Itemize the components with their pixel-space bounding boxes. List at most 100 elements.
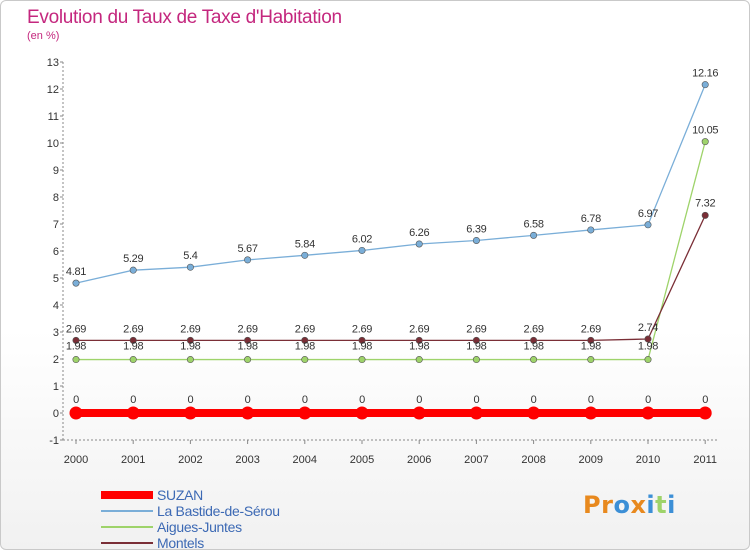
data-label: 2.69 [409,323,429,335]
legend-label: Aigues-Juntes [157,519,242,535]
x-tick-label: 2002 [178,454,202,466]
y-tick-label: 12 [47,84,59,96]
data-point [415,336,423,344]
data-point [644,221,652,229]
logo-letter: i [646,491,656,519]
data-point [244,356,252,364]
chart-title: Evolution du Taux de Taxe d'Habitation [27,7,342,28]
data-point [472,236,480,244]
data-point [587,336,595,344]
legend-label: SUZAN [157,487,203,503]
data-point [72,279,80,287]
data-label: 0 [531,394,537,406]
data-point [72,356,80,364]
data-label: 5.29 [123,253,143,265]
y-tick-label: 6 [53,246,59,258]
data-label: 1.98 [523,341,543,353]
data-label: 2.69 [466,323,486,335]
data-point [412,406,426,420]
data-point [355,406,369,420]
data-label: 0 [416,394,422,406]
data-point [587,226,595,234]
data-label: 6.02 [352,233,372,245]
data-label: 6.58 [523,218,543,230]
data-label: 2.69 [123,323,143,335]
logo-letter: P [583,491,602,519]
legend-swatch [101,491,153,499]
data-label: 2.69 [523,323,543,335]
logo-letter: t [655,491,668,519]
data-point [530,356,538,364]
x-tick-label: 2009 [579,454,603,466]
labels-montels: 2.69 2.69 2.69 2.69 2.69 2.69 2.69 2.69 2.69 2.69… [66,197,716,335]
legend-item: Aigues-Juntes [101,519,280,535]
x-tick-label: 2007 [464,454,488,466]
x-tick-label: 2010 [636,454,660,466]
data-label: 6.26 [409,227,429,239]
data-point [358,356,366,364]
series-line [75,84,706,284]
data-label: 1.98 [466,341,486,353]
legend-item: Montels [101,535,280,549]
y-tick-label: 7 [53,219,59,231]
data-label: 1.98 [123,341,143,353]
data-label: 2.69 [581,323,601,335]
data-label: 1.98 [66,341,86,353]
data-point [701,138,709,146]
x-tick-label: 2006 [407,454,431,466]
data-label: 12.16 [692,68,718,80]
x-tick-label: 2001 [121,454,145,466]
data-point [129,336,137,344]
x-tick-label: 2004 [293,454,317,466]
data-point [469,406,483,420]
data-point [701,81,709,89]
logo-letter: r [601,491,614,519]
data-label: 0 [302,394,308,406]
data-label: 10.05 [692,125,718,137]
data-point [129,356,137,364]
data-point [527,406,541,420]
data-point [530,336,538,344]
data-point [641,406,655,420]
data-point [530,231,538,239]
x-tick-label: 2011 [693,454,717,466]
data-label: 0 [473,394,479,406]
data-label: 0 [702,394,708,406]
data-label: 0 [130,394,136,406]
y-tick-label: 3 [53,327,59,339]
data-point [301,356,309,364]
data-label: 0 [645,394,651,406]
data-label: 2.69 [295,323,315,335]
data-label: 5.4 [183,250,198,262]
data-label: 0 [588,394,594,406]
data-label: 0 [187,394,193,406]
data-label: 1.98 [237,341,257,353]
data-point [644,356,652,364]
data-point [415,356,423,364]
logo-letter: x [630,491,647,519]
data-label: 2.69 [237,323,257,335]
y-tick-label: 0 [53,408,59,420]
y-tick-label: -1 [49,435,59,447]
data-label: 1.98 [180,341,200,353]
data-label: 1.98 [295,341,315,353]
data-label: 2.74 [638,322,658,334]
data-point [241,406,255,420]
legend-swatch [101,542,153,544]
chart-subtitle: (en %) [27,30,60,42]
data-point [186,356,194,364]
y-tick-label: 9 [53,165,59,177]
series-line [76,141,706,361]
series-suzan [69,406,712,420]
data-point [69,406,83,420]
data-point [472,336,480,344]
data-label: 6.39 [466,223,486,235]
data-label: 1.98 [409,341,429,353]
x-tick-label: 2003 [235,454,259,466]
y-tick-label: 2 [53,354,59,366]
labels-aigues-juntes: 1.98 1.98 1.98 1.98 1.98 1.98 1.98 1.98 1.98 1.98… [66,125,719,353]
legend-item: La Bastide-de-Sérou [101,503,280,519]
data-label: 0 [359,394,365,406]
